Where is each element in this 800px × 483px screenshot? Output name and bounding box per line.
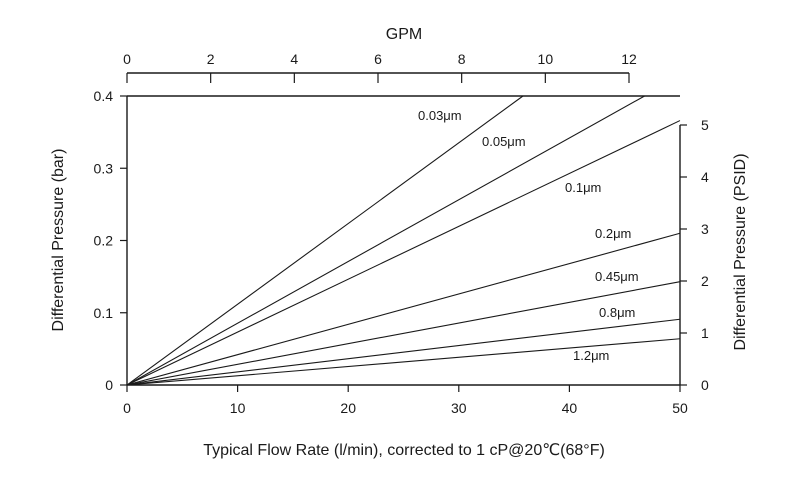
series-label: 0.8μm <box>599 305 635 320</box>
series-label: 0.45μm <box>595 269 639 284</box>
series-line <box>126 95 645 386</box>
series-label: 0.1μm <box>565 180 601 195</box>
series-labels: 0.03μm 0.05μm 0.1μm 0.2μm 0.45μm 0.8μm 1.2μm <box>418 108 639 363</box>
y2-tick-label: 4 <box>701 169 709 185</box>
y2-tick-label: 3 <box>701 221 709 237</box>
x2-tick-label: 0 <box>123 51 131 67</box>
x2-tick-label: 2 <box>207 51 215 67</box>
series-label: 0.03μm <box>418 108 462 123</box>
y-tick-label: 0.1 <box>94 305 114 321</box>
x-tick-label: 40 <box>562 400 578 416</box>
series-label: 0.05μm <box>482 134 526 149</box>
y2-axis-title: Differential Pressure (PSID) <box>732 153 749 350</box>
y-tick-label: 0.3 <box>94 160 114 176</box>
x-tick-label: 10 <box>230 400 246 416</box>
y-tick-label: 0.4 <box>94 88 114 104</box>
series-line <box>126 338 681 386</box>
series-label: 0.2μm <box>595 226 631 241</box>
x-tick-label: 0 <box>123 400 131 416</box>
y2-tick-label: 5 <box>701 117 709 133</box>
x2-tick-label: 12 <box>621 51 637 67</box>
y2-tick-label: 0 <box>701 377 709 393</box>
series-line <box>126 281 681 386</box>
y2-tick-label: 2 <box>701 273 709 289</box>
series-label: 1.2μm <box>573 348 609 363</box>
y2-tick-label: 1 <box>701 325 709 341</box>
x-tick-label: 30 <box>451 400 467 416</box>
y-tick-label: 0 <box>105 377 113 393</box>
x-tick-label: 20 <box>340 400 356 416</box>
x2-axis-title: GPM <box>386 26 422 43</box>
x-axis-title: Typical Flow Rate (l/min), corrected to … <box>203 442 605 459</box>
series-lines <box>126 95 681 386</box>
y-axis-title: Differential Pressure (bar) <box>50 149 67 332</box>
series-line <box>126 95 524 386</box>
x-tick-label: 50 <box>672 400 688 416</box>
series-line <box>126 120 681 386</box>
x2-tick-label: 4 <box>290 51 298 67</box>
x2-tick-label: 8 <box>458 51 466 67</box>
x2-tick-label: 10 <box>538 51 554 67</box>
x2-tick-label: 6 <box>374 51 382 67</box>
series-line <box>126 318 681 386</box>
series-line <box>126 232 681 386</box>
y-tick-label: 0.2 <box>94 233 114 249</box>
